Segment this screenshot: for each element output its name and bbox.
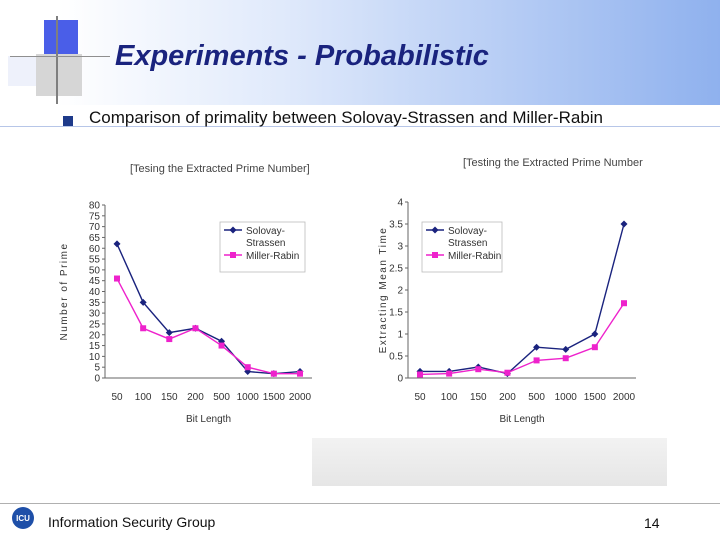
y-tick-label: 55 — [89, 255, 101, 266]
y-tick-label: 4 — [397, 198, 403, 209]
bullet-icon — [63, 116, 73, 126]
x-tick-label: 150 — [470, 392, 487, 403]
data-point-solovay-strassen — [165, 329, 173, 337]
data-point-solovay-strassen — [533, 343, 541, 351]
legend-swatch-marker — [229, 226, 237, 234]
data-point-solovay-strassen — [139, 298, 147, 306]
x-tick-label: 50 — [414, 392, 426, 403]
y-tick-label: 3 — [397, 242, 403, 253]
y-tick-label: 0 — [397, 374, 403, 385]
data-point-miller-rabin — [192, 325, 199, 332]
y-tick-label: 1 — [397, 330, 403, 341]
x-axis-label: Bit Length — [186, 414, 231, 425]
x-tick-label: 200 — [187, 392, 204, 403]
y-tick-label: 80 — [89, 201, 101, 212]
data-point-miller-rabin — [533, 357, 540, 364]
y-tick-label: 20 — [89, 330, 101, 341]
x-tick-label: 200 — [499, 392, 516, 403]
chart-title: [Testing the Extracted Prime Number — [463, 157, 643, 169]
y-tick-label: 5 — [94, 363, 100, 374]
data-point-solovay-strassen — [562, 345, 570, 353]
data-point-miller-rabin — [591, 344, 598, 351]
y-tick-label: 75 — [89, 211, 101, 222]
legend-swatch-marker — [431, 226, 439, 234]
university-logo: ICU — [12, 507, 34, 529]
data-point-miller-rabin — [297, 370, 303, 377]
slide-title: Experiments - Probabilistic — [115, 40, 489, 72]
data-point-miller-rabin — [417, 371, 423, 378]
data-point-miller-rabin — [218, 342, 225, 349]
x-tick-label: 500 — [213, 392, 230, 403]
y-tick-label: 15 — [89, 341, 101, 352]
data-point-miller-rabin — [446, 370, 453, 377]
y-tick-label: 1.5 — [389, 308, 403, 319]
data-point-solovay-strassen — [620, 220, 628, 228]
y-tick-label: 25 — [89, 319, 101, 330]
chart-title: [Tesing the Extracted Prime Number] — [130, 163, 310, 175]
x-tick-label: 1000 — [555, 392, 578, 403]
data-point-miller-rabin — [244, 364, 251, 371]
page-number: 14 — [644, 515, 660, 531]
series-line-miller-rabin — [419, 302, 625, 376]
y-axis-label: Number of Prime — [59, 242, 70, 340]
decor-line-vertical — [56, 16, 58, 104]
y-tick-label: 65 — [89, 233, 101, 244]
y-tick-label: 70 — [89, 222, 101, 233]
x-axis-label: Bit Length — [499, 414, 544, 425]
data-point-miller-rabin — [140, 325, 147, 332]
gray-strip — [312, 438, 667, 486]
footer-divider — [0, 503, 720, 504]
legend-label-miller-rabin: Miller-Rabin — [246, 251, 299, 262]
x-tick-label: 50 — [111, 392, 123, 403]
slide-subtitle: Comparison of primality between Solovay-… — [89, 108, 604, 127]
y-axis-label: Extracting Mean Time — [378, 227, 389, 354]
y-tick-label: 50 — [89, 265, 101, 276]
footer-text: Information Security Group — [48, 514, 216, 530]
x-tick-label: 1500 — [584, 392, 607, 403]
chart-prime-count: [Tesing the Extracted Prime Number]05101… — [59, 163, 312, 425]
decor-square-blue — [44, 20, 78, 54]
y-tick-label: 40 — [89, 287, 101, 298]
chart-mean-time: [Testing the Extracted Prime Number 0 0.5 1… — [378, 157, 643, 425]
legend-label-solovay-strassen: Solovay-Strassen — [448, 226, 487, 249]
decor-square-light — [8, 56, 36, 86]
data-point-miller-rabin — [504, 369, 511, 376]
series-line-solovay-strassen — [420, 223, 625, 375]
y-tick-label: 3.5 — [389, 220, 403, 231]
data-point-solovay-strassen — [591, 330, 599, 338]
y-tick-label: 30 — [89, 309, 101, 320]
data-point-miller-rabin — [270, 370, 277, 377]
y-tick-label: 10 — [89, 352, 101, 363]
x-tick-label: 100 — [441, 392, 458, 403]
data-point-miller-rabin — [166, 336, 173, 343]
legend-swatch-marker — [230, 252, 236, 258]
legend-label-solovay-strassen: Solovay-Strassen — [246, 226, 285, 249]
x-tick-label: 1000 — [237, 392, 260, 403]
y-tick-label: 2.5 — [389, 264, 403, 275]
data-point-solovay-strassen — [113, 240, 121, 248]
data-point-miller-rabin — [562, 355, 569, 362]
legend-swatch-marker — [432, 252, 438, 258]
x-tick-label: 2000 — [613, 392, 636, 403]
x-tick-label: 2000 — [289, 392, 312, 403]
data-point-miller-rabin — [475, 366, 482, 373]
x-tick-label: 100 — [135, 392, 152, 403]
y-tick-label: 0.5 — [389, 352, 403, 363]
x-tick-label: 1500 — [263, 392, 286, 403]
header-band — [0, 0, 720, 105]
legend-label-miller-rabin: Miller-Rabin — [448, 251, 501, 262]
x-tick-label: 500 — [528, 392, 545, 403]
x-tick-label: 150 — [161, 392, 178, 403]
decor-line-horizontal — [10, 56, 110, 57]
y-tick-label: 45 — [89, 276, 101, 287]
y-tick-label: 60 — [89, 244, 101, 255]
title-underline — [0, 126, 720, 127]
series-line-miller-rabin — [116, 278, 300, 375]
data-point-miller-rabin — [114, 275, 120, 282]
y-tick-label: 2 — [397, 286, 403, 297]
data-point-miller-rabin — [621, 300, 627, 307]
y-tick-label: 35 — [89, 298, 101, 309]
y-tick-label: 0 — [94, 374, 100, 385]
decor-square-gray — [36, 54, 82, 96]
